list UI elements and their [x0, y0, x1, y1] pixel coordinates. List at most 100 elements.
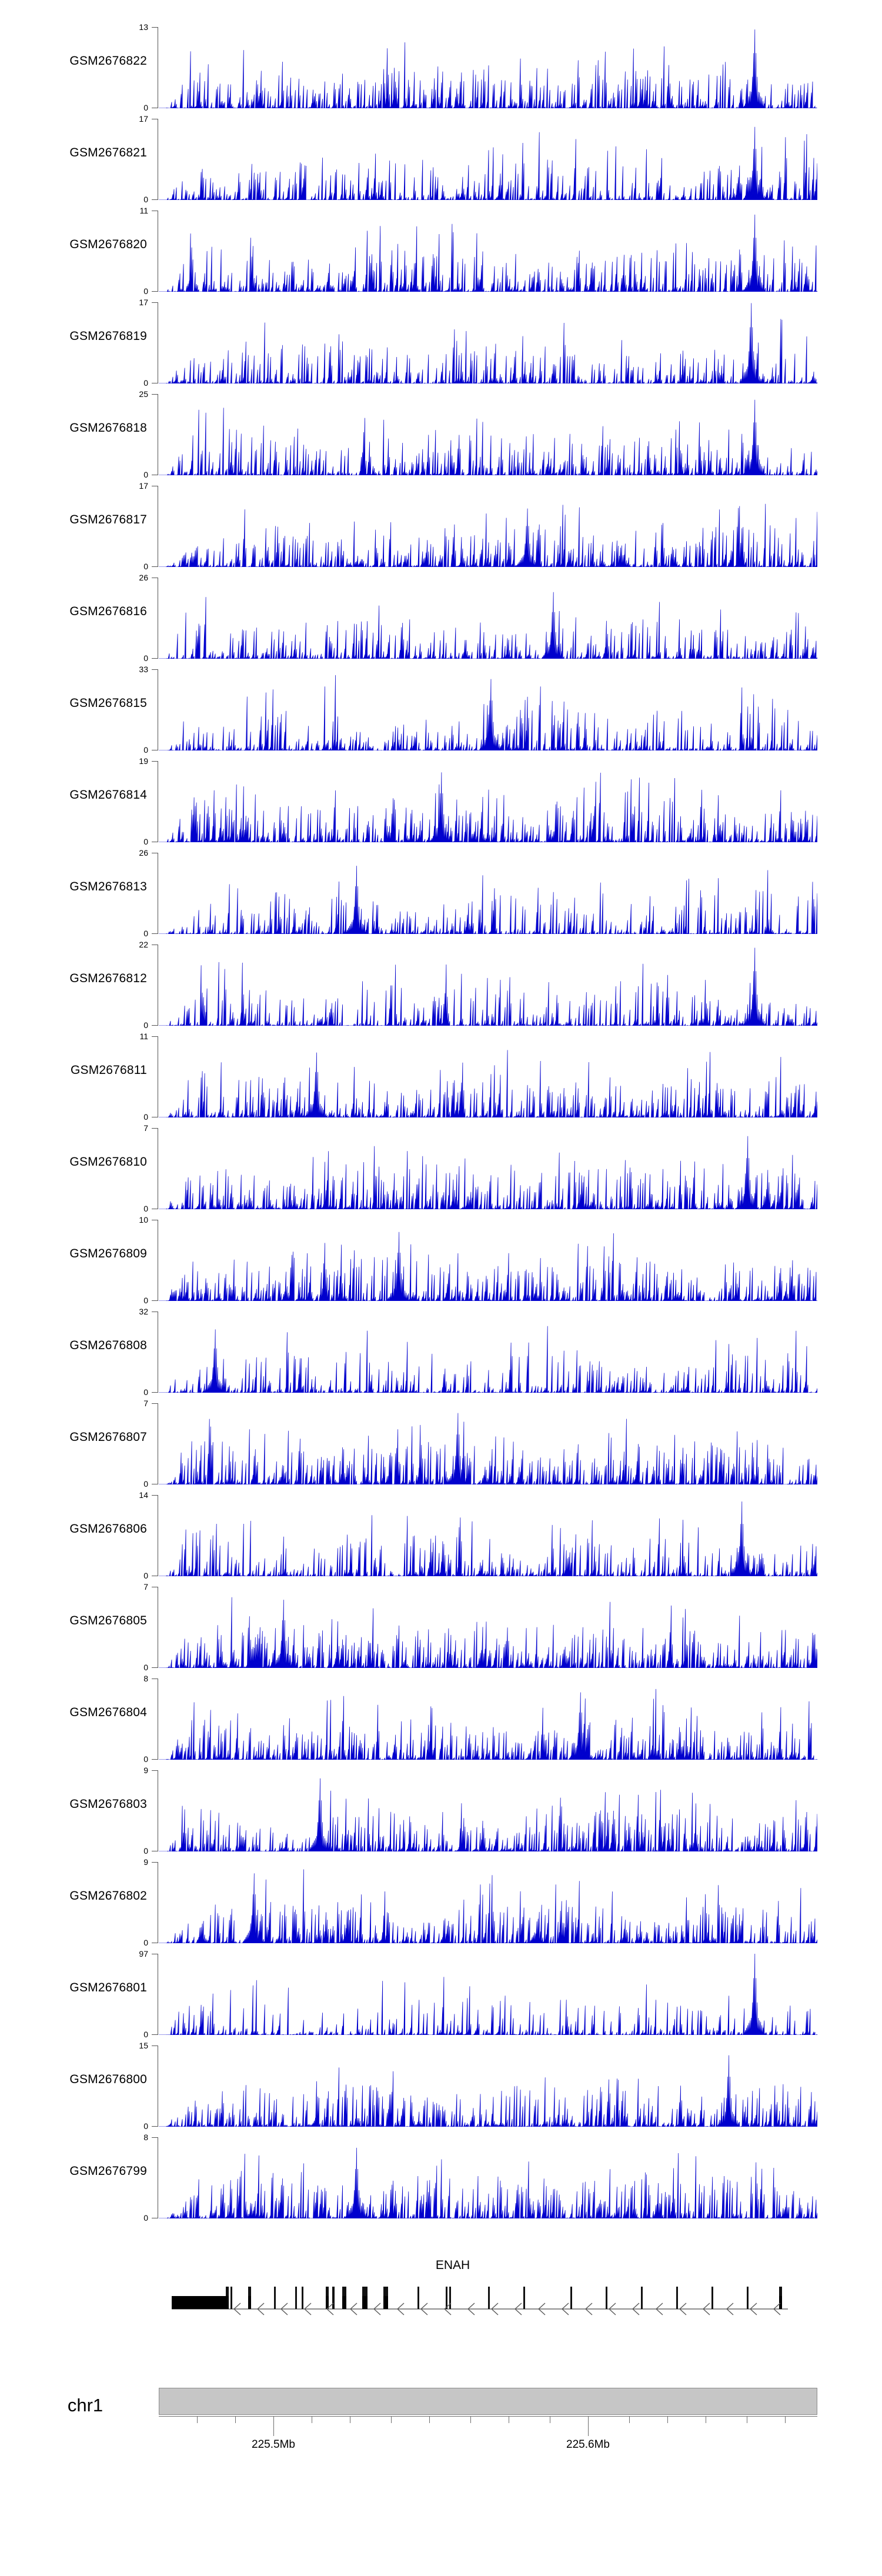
coverage-track-gsm2676812[interactable]: GSM2676812 22 0 — [0, 939, 882, 1030]
coverage-plot-area[interactable] — [159, 1312, 817, 1393]
coverage-plot-area[interactable] — [159, 211, 817, 292]
coverage-plot-area[interactable] — [159, 119, 817, 200]
axis-tick-bottom — [152, 2034, 158, 2035]
coverage-track-gsm2676804[interactable]: GSM2676804 8 0 — [0, 1673, 882, 1764]
coverage-plot-area[interactable] — [159, 1128, 817, 1209]
track-axis-max: 9 — [143, 1766, 148, 1775]
axis-tick-bottom — [152, 1759, 158, 1760]
track-axis-max: 7 — [143, 1123, 148, 1133]
coverage-track-gsm2676814[interactable]: GSM2676814 19 0 — [0, 755, 882, 847]
axis-tick-top — [152, 1862, 158, 1863]
coverage-plot-area[interactable] — [159, 945, 817, 1026]
track-axis-min: 0 — [143, 1846, 148, 1856]
coverage-track-gsm2676809[interactable]: GSM2676809 10 0 — [0, 1214, 882, 1306]
coverage-plot-area[interactable] — [159, 1036, 817, 1117]
coverage-plot-area[interactable] — [159, 853, 817, 934]
track-axis-max: 11 — [139, 1032, 148, 1041]
gene-annotation-track[interactable]: ENAH — [0, 2258, 882, 2341]
track-axis-min: 0 — [143, 1020, 148, 1030]
coverage-track-gsm2676821[interactable]: GSM2676821 17 0 — [0, 113, 882, 205]
track-sample-label: GSM2676804 — [69, 1706, 147, 1719]
coverage-plot-area[interactable] — [159, 2137, 817, 2218]
coverage-plot-area[interactable] — [159, 27, 817, 108]
track-sample-label: GSM2676800 — [69, 2073, 147, 2086]
track-axis-min: 0 — [143, 2121, 148, 2131]
coverage-track-gsm2676811[interactable]: GSM2676811 11 0 — [0, 1030, 882, 1122]
track-sample-label: GSM2676813 — [69, 880, 147, 893]
track-sample-label: GSM2676799 — [69, 2164, 147, 2178]
coverage-track-gsm2676799[interactable]: GSM2676799 8 0 — [0, 2131, 882, 2223]
coverage-track-gsm2676810[interactable]: GSM2676810 7 0 — [0, 1122, 882, 1214]
coverage-track-gsm2676806[interactable]: GSM2676806 14 0 — [0, 1489, 882, 1581]
coverage-plot-area[interactable] — [159, 1679, 817, 1760]
axis-tick-bottom — [152, 291, 158, 292]
track-axis-min: 0 — [143, 1663, 148, 1672]
coverage-track-gsm2676803[interactable]: GSM2676803 9 0 — [0, 1764, 882, 1856]
coverage-track-gsm2676822[interactable]: GSM2676822 13 0 — [0, 21, 882, 113]
coverage-plot-area[interactable] — [159, 1403, 817, 1484]
axis-tick-bottom — [152, 566, 158, 567]
track-axis-max: 15 — [139, 2041, 148, 2050]
track-sample-label: GSM2676819 — [69, 329, 147, 343]
coverage-plot-area[interactable] — [159, 302, 817, 383]
axis-tick-bottom — [152, 1667, 158, 1668]
coverage-track-gsm2676819[interactable]: GSM2676819 17 0 — [0, 296, 882, 388]
axis-tick-top — [152, 1495, 158, 1496]
track-sample-label: GSM2676814 — [69, 788, 147, 802]
coverage-plot-area[interactable] — [159, 1862, 817, 1943]
coverage-track-gsm2676817[interactable]: GSM2676817 17 0 — [0, 480, 882, 572]
coverage-plot-area[interactable] — [159, 761, 817, 842]
axis-tick-label: 225.6Mb — [566, 2438, 610, 2451]
axis-tick-top — [152, 27, 158, 28]
track-axis-max: 17 — [139, 114, 148, 124]
coverage-plot-area[interactable] — [159, 394, 817, 475]
coverage-plot-area[interactable] — [159, 669, 817, 750]
coverage-plot-area[interactable] — [159, 486, 817, 567]
track-axis-min: 0 — [143, 195, 148, 204]
axis-tick-bottom — [152, 2126, 158, 2127]
track-sample-label: GSM2676809 — [69, 1247, 147, 1260]
track-axis-min: 0 — [143, 1479, 148, 1489]
coverage-track-gsm2676815[interactable]: GSM2676815 33 0 — [0, 663, 882, 755]
coverage-plot-area[interactable] — [159, 1220, 817, 1301]
axis-tick-top — [152, 1036, 158, 1037]
track-axis-max: 33 — [139, 665, 148, 674]
track-sample-label: GSM2676815 — [69, 696, 147, 710]
coverage-track-gsm2676818[interactable]: GSM2676818 25 0 — [0, 388, 882, 480]
track-axis-min: 0 — [143, 2030, 148, 2039]
track-axis-max: 25 — [139, 389, 148, 399]
track-axis-min: 0 — [143, 1112, 148, 1122]
track-axis-min: 0 — [143, 1204, 148, 1213]
coverage-plot-area[interactable] — [159, 1587, 817, 1668]
track-axis-max: 11 — [139, 206, 148, 215]
coverage-track-gsm2676802[interactable]: GSM2676802 9 0 — [0, 1856, 882, 1948]
axis-tick-top — [152, 1770, 158, 1771]
coverage-plot-area[interactable] — [159, 1770, 817, 1851]
coverage-track-gsm2676801[interactable]: GSM2676801 97 0 — [0, 1948, 882, 2040]
coverage-track-gsm2676800[interactable]: GSM2676800 15 0 — [0, 2040, 882, 2131]
coverage-plot-area[interactable] — [159, 578, 817, 659]
coverage-track-gsm2676808[interactable]: GSM2676808 32 0 — [0, 1306, 882, 1397]
axis-tick-top — [152, 394, 158, 395]
axis-tick-minor — [429, 2416, 430, 2423]
coverage-track-gsm2676820[interactable]: GSM2676820 11 0 — [0, 205, 882, 296]
coverage-plot-area[interactable] — [159, 1954, 817, 2035]
coverage-track-gsm2676816[interactable]: GSM2676816 26 0 — [0, 572, 882, 663]
track-axis-min: 0 — [143, 745, 148, 755]
gene-model-graphic[interactable] — [159, 2278, 817, 2320]
track-sample-label: GSM2676803 — [69, 1797, 147, 1811]
track-axis-min: 0 — [143, 1387, 148, 1397]
track-axis-max: 13 — [139, 22, 148, 32]
coverage-track-gsm2676813[interactable]: GSM2676813 26 0 — [0, 847, 882, 939]
chromosome-axis-track: chr1 225.5Mb 225.6Mb — [0, 2364, 882, 2576]
coverage-plot-area[interactable] — [159, 1495, 817, 1576]
coverage-track-gsm2676807[interactable]: GSM2676807 7 0 — [0, 1397, 882, 1489]
chromosome-ideogram-bar[interactable] — [159, 2388, 817, 2415]
track-axis-min: 0 — [143, 286, 148, 296]
axis-tick-label: 225.5Mb — [252, 2438, 295, 2451]
track-sample-label: GSM2676805 — [69, 1614, 147, 1627]
coverage-plot-area[interactable] — [159, 2046, 817, 2127]
track-sample-label: GSM2676801 — [69, 1981, 147, 1994]
coverage-track-gsm2676805[interactable]: GSM2676805 7 0 — [0, 1581, 882, 1673]
track-axis-min: 0 — [143, 1296, 148, 1305]
